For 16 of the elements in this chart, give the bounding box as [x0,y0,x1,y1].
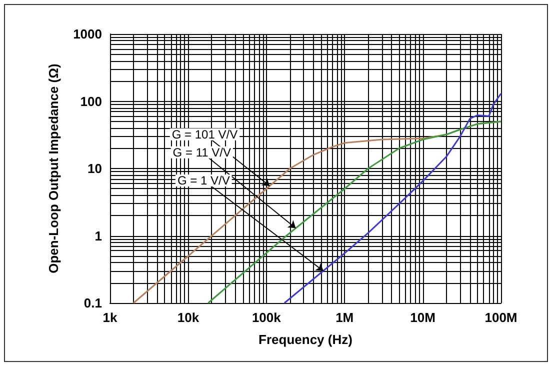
y-axis-title: Open-Loop Output Impedance (Ω) [46,64,61,274]
y-tick-label: 1000 [73,26,102,42]
x-tick-label: 100M [484,310,518,325]
annotation: G = 11 V/V [172,145,231,160]
y-tick-label: 100 [80,94,102,109]
x-tick-label: 10k [177,310,200,325]
x-tick-label: 1k [102,310,118,325]
annotation: G = 1 V/V [177,173,230,188]
x-tick-label: 100k [252,310,282,325]
y-tick-label: 1 [94,228,102,244]
annotation: G = 101 V/V [172,127,238,142]
x-tick-label: 10M [410,310,436,325]
x-tick-label: 1M [336,310,354,325]
y-tick-label: 10 [88,161,102,176]
y-tick-label: 0.1 [84,296,102,310]
x-axis-title: Frequency (Hz) [258,332,352,347]
